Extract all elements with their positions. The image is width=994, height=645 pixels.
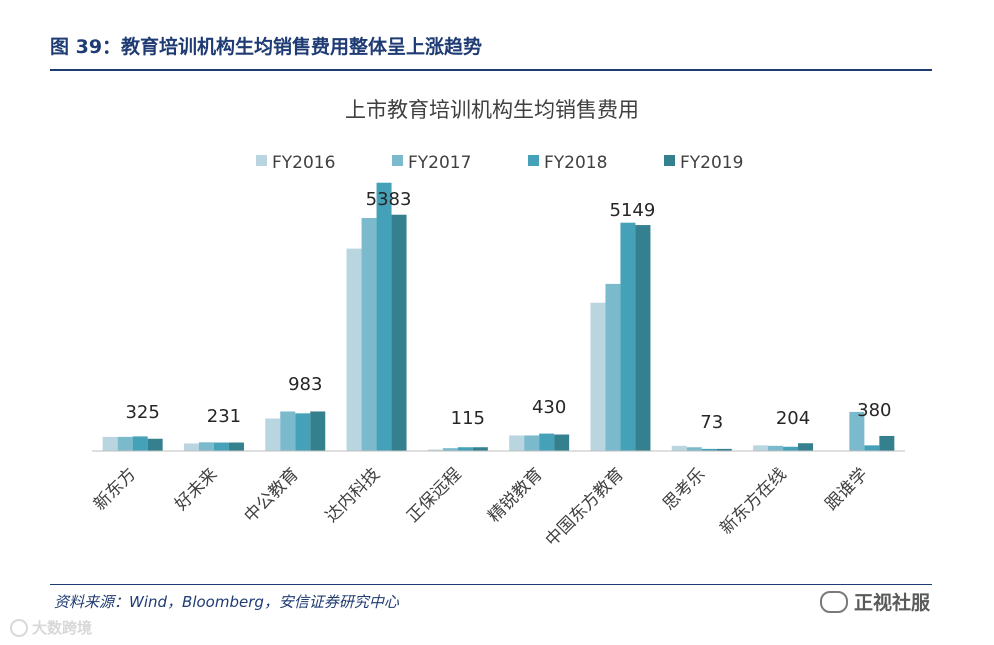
chat-bubble-icon <box>820 590 848 613</box>
bar-FY2016-6 <box>590 302 606 451</box>
legend-label-FY2019: FY2019 <box>680 153 743 173</box>
x-tick-label-3: 达内科技 <box>322 464 384 526</box>
data-label-7: 73 <box>700 412 723 433</box>
legend-swatch-FY2016 <box>256 155 267 166</box>
source-note: 资料来源：Wind，Bloomberg，安信证券研究中心 <box>54 593 399 611</box>
title-rule <box>50 69 932 71</box>
x-tick-label-5: 精锐教育 <box>484 464 546 526</box>
bar-FY2017-4 <box>442 448 458 451</box>
data-label-6: 5149 <box>610 200 656 221</box>
bar-FY2018-5 <box>539 433 555 451</box>
figure-title: 图 39：教育培训机构生均销售费用整体呈上涨趋势 <box>50 36 483 58</box>
bar-FY2017-7 <box>686 447 702 451</box>
bar-FY2019-5 <box>554 434 570 451</box>
bar-FY2019-9 <box>879 435 895 451</box>
legend: FY2016 FY2017 FY2018 FY2019 <box>256 153 743 173</box>
bar-FY2018-6 <box>620 222 636 451</box>
bar-FY2018-7 <box>701 448 717 451</box>
bar-FY2016-5 <box>509 435 525 451</box>
bar-FY2018-3 <box>376 182 392 451</box>
bar-FY2019-2 <box>310 411 326 451</box>
data-label-9: 380 <box>857 400 891 421</box>
data-label-4: 115 <box>451 408 485 429</box>
bar-FY2019-6 <box>635 225 651 451</box>
bar-FY2017-2 <box>280 411 296 451</box>
watermark-left: 大数跨境 <box>10 617 92 638</box>
bar-FY2016-3 <box>346 248 362 451</box>
bar-FY2018-0 <box>132 436 148 451</box>
legend-swatch-FY2019 <box>664 155 675 166</box>
bar-FY2016-1 <box>183 443 199 451</box>
x-tick-label-7: 思考乐 <box>659 464 709 514</box>
bar-FY2016-4 <box>427 449 443 451</box>
legend-swatch-FY2018 <box>528 155 539 166</box>
data-label-5: 430 <box>532 397 566 418</box>
data-label-8: 204 <box>776 408 810 429</box>
bar-FY2017-0 <box>117 436 133 451</box>
bar-FY2016-0 <box>102 436 118 451</box>
bar-FY2017-5 <box>524 435 540 451</box>
x-tick-label-1: 好未来 <box>171 464 221 514</box>
watermark-right-text: 正视社服 <box>854 592 931 614</box>
legend-label-FY2018: FY2018 <box>544 153 607 173</box>
data-label-3: 5383 <box>366 189 412 210</box>
data-labels-group: 325 231 983 5383 115 430 5149 73 204 380 <box>125 189 891 433</box>
bar-FY2016-2 <box>265 418 281 451</box>
data-label-2: 983 <box>288 374 322 395</box>
bar-FY2019-4 <box>472 447 488 451</box>
bar-FY2017-9 <box>849 411 865 451</box>
bar-FY2019-1 <box>228 442 244 451</box>
legend-label-FY2016: FY2016 <box>272 153 335 173</box>
bar-FY2017-3 <box>361 218 377 451</box>
bar-FY2018-1 <box>213 442 229 451</box>
x-tick-label-4: 正保远程 <box>403 464 465 526</box>
x-tick-label-2: 中公教育 <box>241 464 303 526</box>
bar-FY2016-7 <box>671 445 687 451</box>
bars-group <box>102 182 895 451</box>
bar-FY2019-7 <box>716 448 732 451</box>
legend-swatch-FY2017 <box>392 155 403 166</box>
bar-FY2018-9 <box>864 445 880 451</box>
bar-FY2017-1 <box>198 442 214 451</box>
legend-label-FY2017: FY2017 <box>408 153 471 173</box>
bar-FY2018-8 <box>783 446 799 451</box>
x-tick-label-0: 新东方 <box>90 464 140 514</box>
bar-FY2019-8 <box>798 443 814 451</box>
bar-FY2019-0 <box>147 438 163 451</box>
bar-FY2016-8 <box>753 445 769 451</box>
watermark-right: 正视社服 <box>820 588 930 615</box>
data-label-1: 231 <box>207 406 241 427</box>
data-label-0: 325 <box>125 402 159 423</box>
bar-FY2018-4 <box>457 447 473 451</box>
chart-title: 上市教育培训机构生均销售费用 <box>345 98 639 122</box>
x-tick-label-6: 中国东方教育 <box>542 464 628 550</box>
bar-FY2017-6 <box>605 283 621 451</box>
bar-FY2018-2 <box>295 413 311 451</box>
logo-ring-icon <box>10 618 28 637</box>
x-tick-label-9: 跟谁学 <box>822 464 872 514</box>
source-rule <box>50 584 932 585</box>
bar-FY2019-3 <box>391 214 407 451</box>
x-tick-label-8: 新东方在线 <box>716 464 790 538</box>
watermark-left-text: 大数跨境 <box>32 619 93 637</box>
bar-FY2017-8 <box>768 445 784 451</box>
